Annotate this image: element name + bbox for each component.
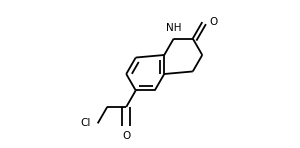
Text: O: O: [122, 131, 130, 141]
Text: Cl: Cl: [80, 118, 91, 128]
Text: NH: NH: [166, 22, 182, 33]
Text: O: O: [209, 17, 217, 27]
